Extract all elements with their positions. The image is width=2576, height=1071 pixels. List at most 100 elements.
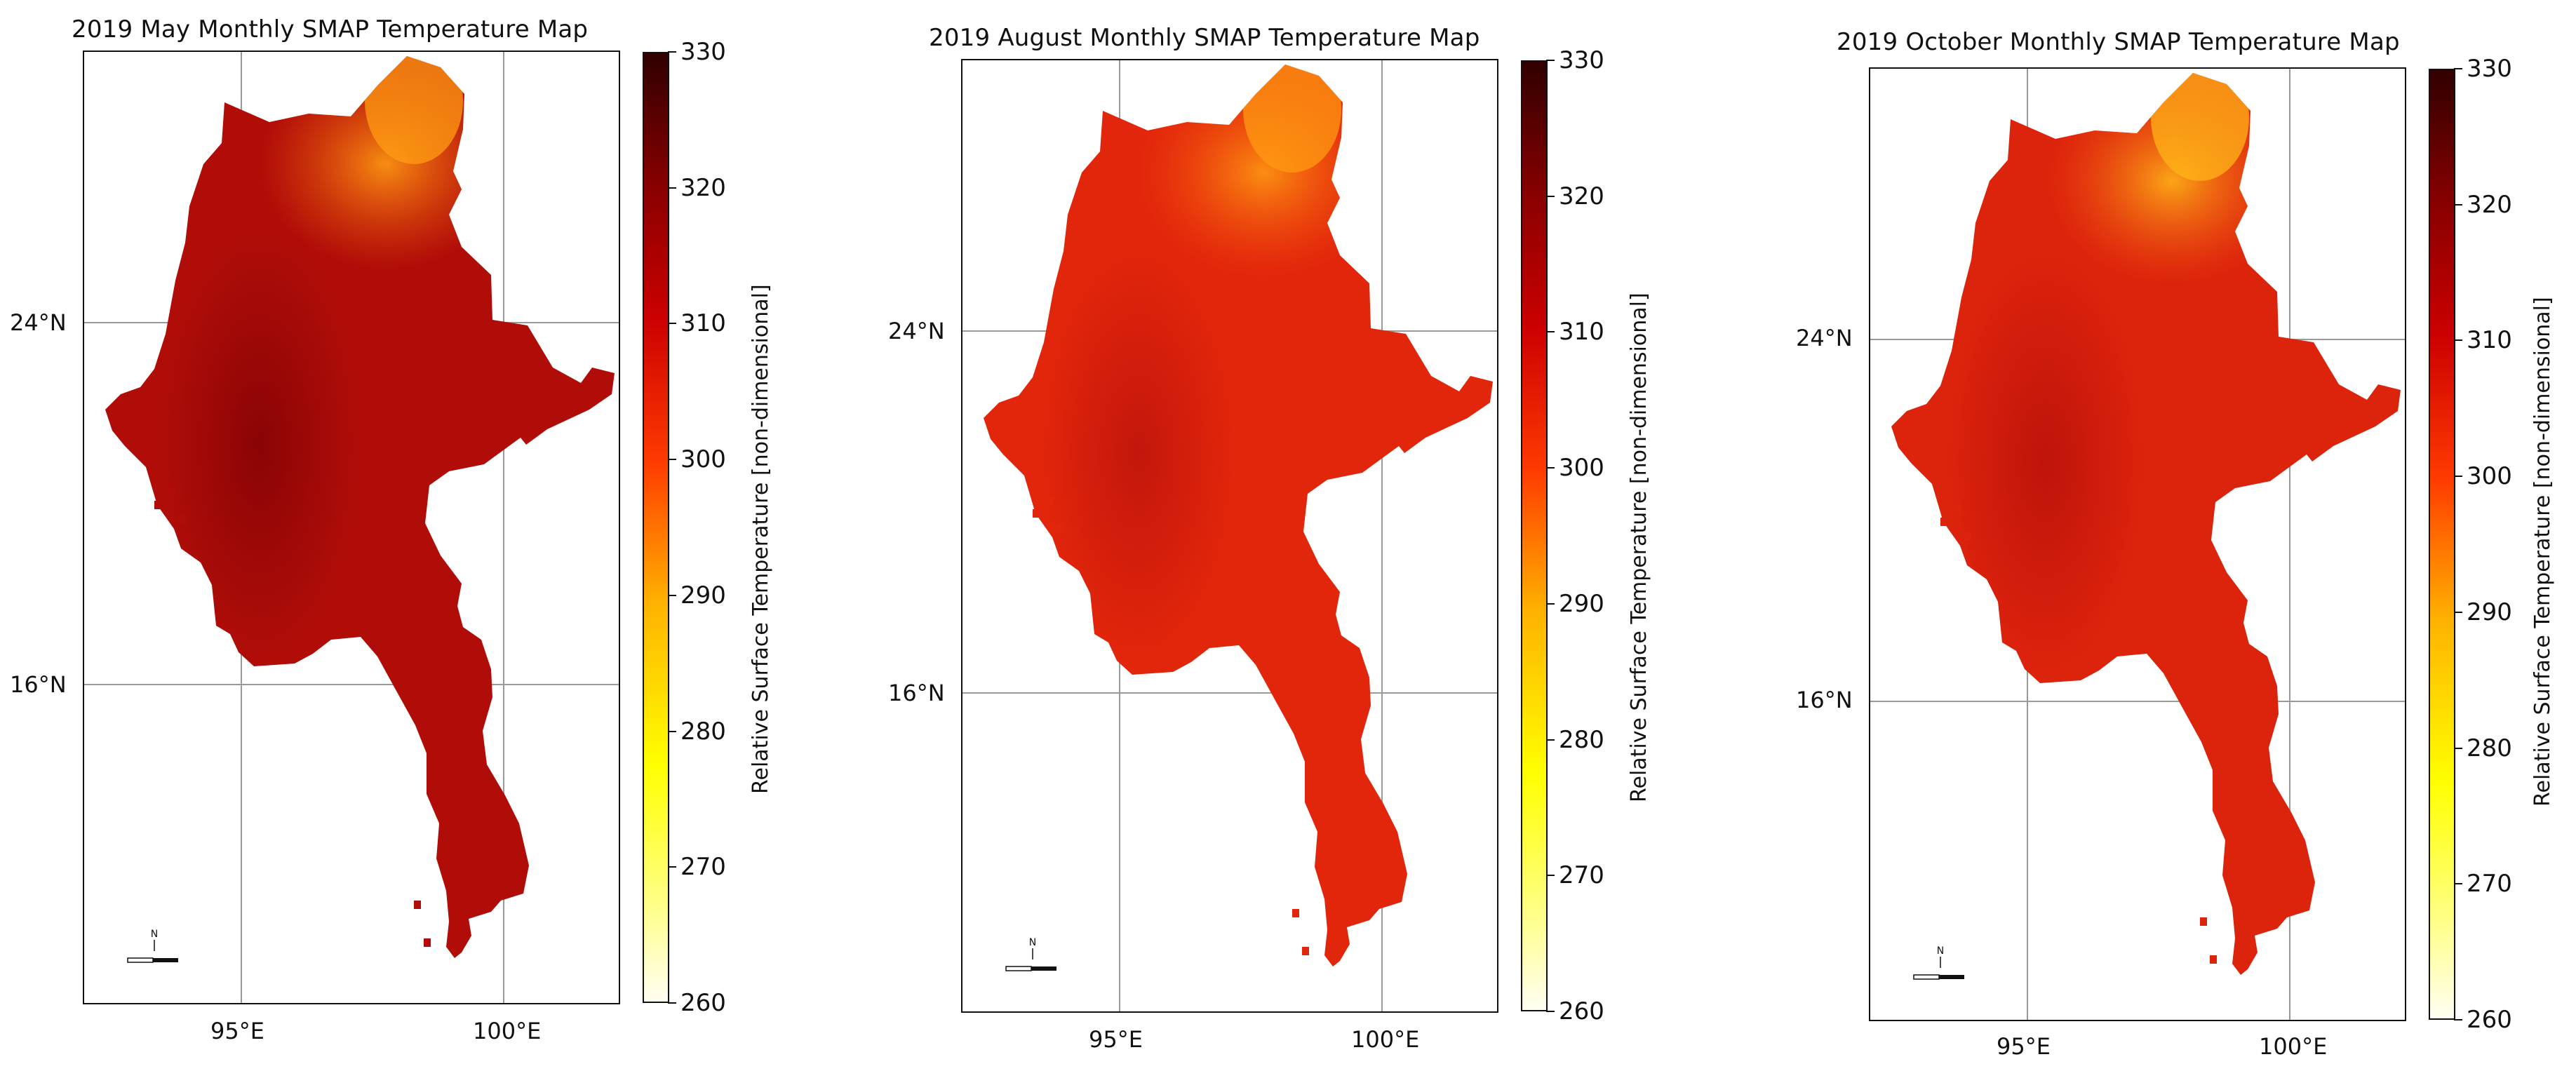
scale-bar-white	[127, 957, 154, 963]
colorbar	[2429, 69, 2455, 1020]
colorbar-tick-label: 290	[1559, 589, 1604, 618]
colorbar-tick-label: 280	[2467, 734, 2512, 762]
central-dry-zone-hotspot	[161, 234, 358, 655]
colorbar-tick-label: 280	[1559, 725, 1604, 754]
colorbar-tick-label: 310	[1559, 318, 1604, 346]
colorbar-tick-mark	[1546, 331, 1555, 333]
colorbar-ticks: 330 320 310 300 290 280 270 260	[2454, 55, 2523, 1033]
colorbar-tick-mark	[668, 51, 676, 53]
coastal-island	[467, 858, 474, 867]
colorbar-tick-mark	[2454, 1019, 2462, 1021]
map-panel-october: 2019 October Monthly SMAP Temperature Ma…	[1717, 0, 2576, 1071]
coastal-island	[1038, 488, 1045, 497]
lat-tick-16n: 16°N	[888, 680, 945, 706]
colorbar-tick-label: 320	[1559, 182, 1604, 210]
coastal-island	[1327, 937, 1334, 945]
colorbar-tick-mark	[2454, 203, 2462, 206]
colorbar-tick-mark	[2454, 339, 2462, 342]
colorbar-tick-mark	[1546, 60, 1555, 61]
colorbar-tick-mark	[668, 1002, 676, 1004]
myanmar-temperature-map: N	[84, 52, 619, 1003]
coastal-island	[1940, 518, 1947, 526]
lon-tick-95e: 95°E	[1089, 1026, 1143, 1053]
panel-title: 2019 August Monthly SMAP Temperature Map	[929, 24, 1480, 52]
lon-tick-95e: 95°E	[1997, 1033, 2051, 1060]
colorbar-tick-label: 310	[2467, 326, 2512, 355]
north-arrow-letter: N	[151, 929, 158, 940]
coastal-island	[2210, 955, 2217, 964]
scale-bar-white	[1913, 974, 1940, 980]
colorbar-label: Relative Surface Temperature [non-dimens…	[1627, 292, 1651, 802]
scale-bar-black	[1031, 966, 1056, 971]
coastal-island	[2235, 945, 2242, 954]
colorbar-tick-label: 270	[2467, 870, 2512, 898]
colorbar-tick-label: 260	[1559, 997, 1604, 1025]
coastal-island	[1350, 895, 1357, 903]
colorbar-tick-label: 320	[2467, 190, 2512, 219]
colorbar-tick-mark	[1546, 602, 1555, 605]
colorbar-label: Relative Surface Temperature [non-dimens…	[749, 284, 773, 794]
coastal-island	[1954, 505, 1961, 513]
colorbar-label: Relative Surface Temperature [non-dimens…	[2530, 297, 2555, 807]
colorbar-tick-mark	[2454, 476, 2462, 478]
colorbar-tick-label: 290	[680, 581, 726, 609]
colorbar-tick-mark	[668, 323, 676, 325]
colorbar-tick-label: 280	[680, 717, 726, 746]
coastal-island	[1355, 844, 1362, 853]
map-frame: N	[961, 59, 1498, 1013]
north-arrow-letter: N	[1937, 945, 1944, 957]
scale-bar-black	[153, 958, 178, 962]
coastal-island	[1964, 532, 1971, 540]
lon-tick-100e: 100°E	[2259, 1033, 2328, 1060]
colorbar-tick-mark	[1546, 739, 1555, 741]
coastal-island	[1302, 947, 1309, 955]
colorbar-tick-label: 260	[2467, 1006, 2512, 1034]
colorbar-tick-label: 290	[2467, 598, 2512, 626]
coastal-island	[2258, 903, 2265, 912]
map-panel-august: 2019 August Monthly SMAP Temperature Map…	[859, 0, 1717, 1071]
coastal-island	[424, 938, 431, 947]
colorbar-tick-mark	[2454, 68, 2462, 69]
colorbar-tick-label: 270	[680, 853, 726, 882]
coastal-island	[1033, 509, 1040, 518]
colorbar-tick-label: 300	[680, 445, 726, 474]
coastal-island	[2253, 875, 2260, 884]
colorbar-tick-label: 300	[2467, 462, 2512, 491]
colorbar-tick-label: 320	[680, 173, 726, 202]
north-arrow-letter: N	[1029, 937, 1036, 948]
coastal-island	[456, 905, 463, 913]
colorbar-tick-mark	[1546, 1011, 1555, 1012]
colorbar-tick-mark	[2454, 747, 2462, 749]
coastal-island	[154, 501, 161, 509]
scale-bar-white	[1005, 966, 1032, 971]
coastal-island	[2242, 922, 2249, 930]
colorbar-tick-label: 310	[680, 309, 726, 338]
temperature-shading	[161, 56, 512, 655]
myanmar-temperature-map: N	[1870, 69, 2405, 1020]
colorbar-tick-mark	[668, 866, 676, 868]
lat-tick-24n: 24°N	[1796, 325, 1853, 351]
coastal-island	[1056, 523, 1064, 532]
lat-tick-16n: 16°N	[10, 671, 67, 698]
colorbar-tick-mark	[668, 730, 676, 732]
scale-bar-black	[1939, 975, 1964, 979]
coastal-island	[2263, 853, 2270, 861]
coastal-island	[1292, 909, 1299, 917]
coastal-island	[168, 488, 175, 497]
colorbar-tick-label: 300	[1559, 454, 1604, 483]
central-dry-zone-hotspot	[1947, 251, 2144, 672]
colorbar	[1521, 60, 1548, 1011]
colorbar-tick-mark	[2454, 883, 2462, 885]
colorbar-tick-mark	[1546, 195, 1555, 197]
coastal-island	[1047, 497, 1054, 505]
colorbar	[643, 52, 669, 1003]
coastal-island	[1946, 497, 1953, 505]
colorbar-tick-mark	[2454, 611, 2462, 613]
central-dry-zone-hotspot	[1040, 243, 1236, 664]
lat-tick-16n: 16°N	[1796, 687, 1853, 713]
coastal-island	[178, 515, 185, 523]
colorbar-tick-label: 270	[1559, 861, 1604, 890]
colorbar-tick-label: 330	[2467, 55, 2512, 83]
lon-tick-95e: 95°E	[210, 1018, 264, 1044]
map-panel-may: 2019 May Monthly SMAP Temperature Map N …	[0, 0, 859, 1071]
